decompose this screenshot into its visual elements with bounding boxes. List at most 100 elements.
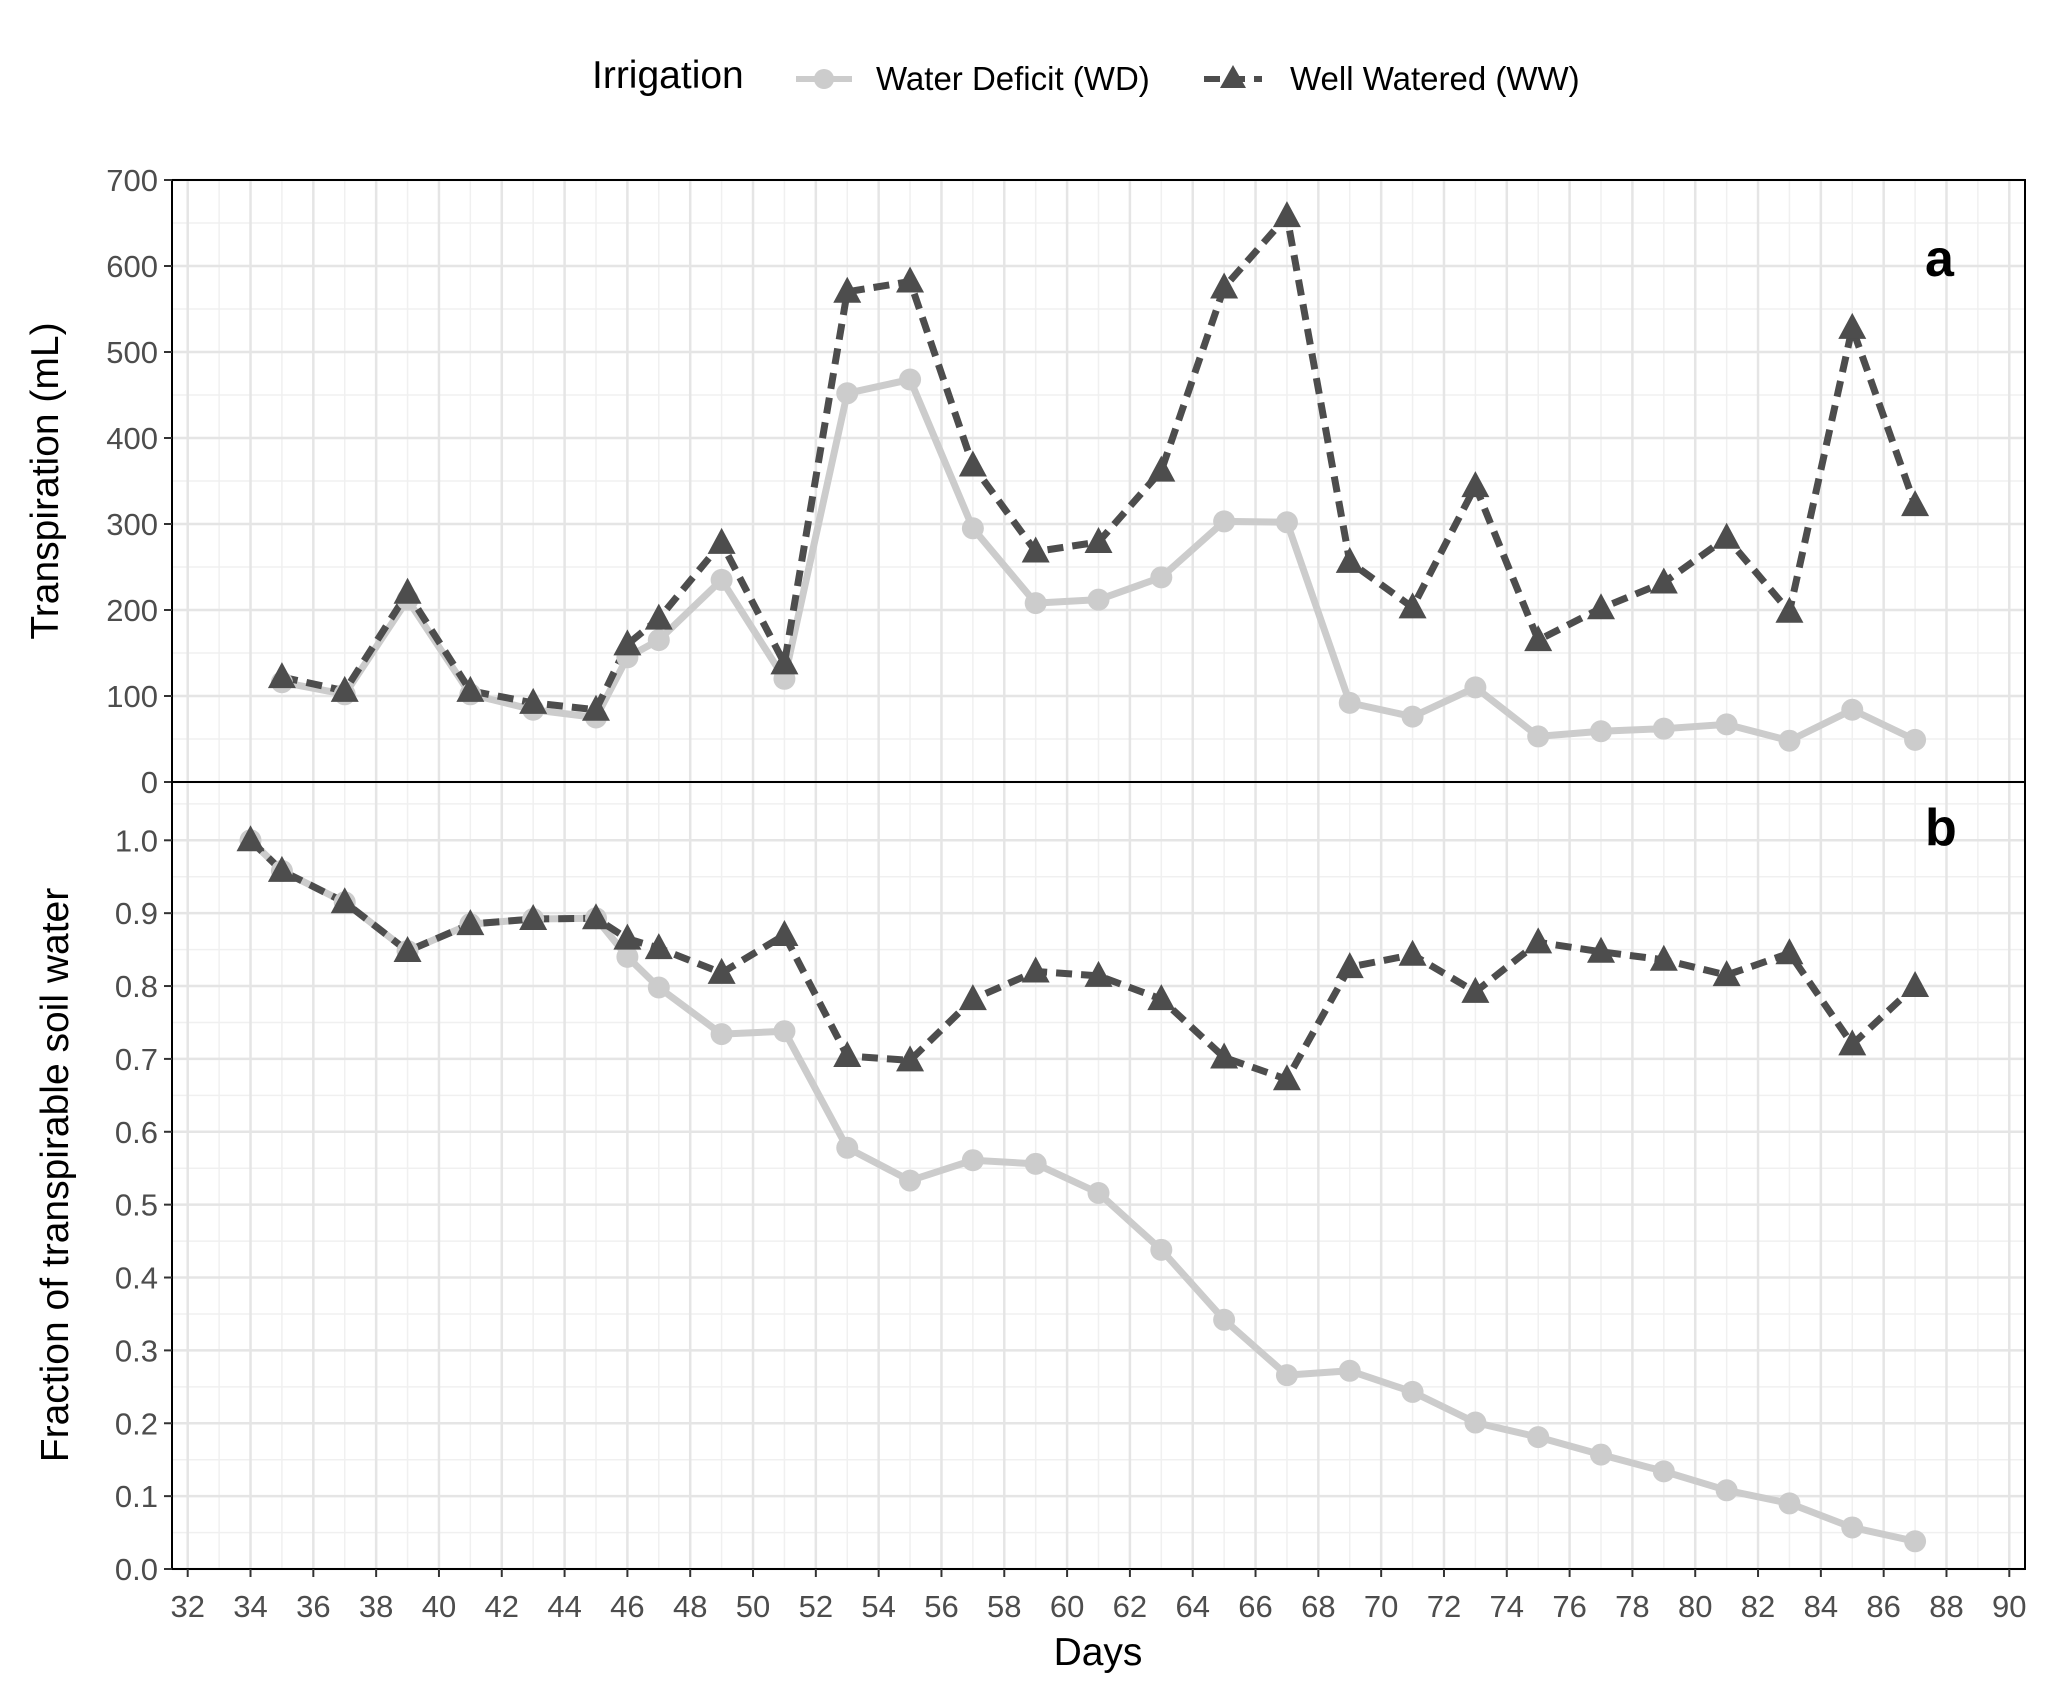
data-point-wd (1275, 1364, 1298, 1387)
x-axis-title: Days (1054, 1631, 1143, 1674)
panel-b-y-axis-ticks: 0.0 0.1 0.2 0.3 0.4 0.5 0.6 0.7 0.8 0.9 1.0 (115, 823, 172, 1587)
data-point-wd (1150, 566, 1173, 589)
data-point-ww (770, 920, 799, 947)
data-point-ww (519, 903, 548, 930)
x-tick-label: 36 (296, 1589, 330, 1624)
data-point-ww (613, 629, 642, 656)
data-point-ww (1712, 522, 1741, 549)
data-point-ww (1587, 936, 1616, 963)
data-point-ww (613, 923, 642, 950)
data-point-ww (833, 276, 862, 303)
data-point-ww (707, 527, 736, 554)
data-point-ww (1210, 272, 1239, 299)
data-point-ww (393, 577, 422, 604)
x-tick-label: 90 (1992, 1589, 2026, 1624)
x-tick-label: 78 (1615, 1589, 1649, 1624)
x-tick-label: 82 (1741, 1589, 1775, 1624)
x-tick-label: 38 (359, 1589, 393, 1624)
x-tick-label: 72 (1427, 1589, 1461, 1624)
panel-a-y-axis-ticks: 0 100 200 300 400 500 600 700 (106, 163, 172, 800)
panel-b-y-axis-title: Fraction of transpirable soil water (34, 888, 77, 1462)
data-point-ww (1712, 960, 1741, 987)
data-point-ww (644, 603, 673, 630)
data-point-ww (267, 855, 296, 882)
data-point-wd (1401, 705, 1424, 728)
legend: Irrigation Water Deficit (WD) Well Water… (592, 54, 1580, 97)
data-point-ww (1210, 1042, 1239, 1069)
x-tick-label: 42 (485, 1589, 519, 1624)
data-point-wd (1904, 728, 1927, 751)
data-point-ww (770, 648, 799, 675)
data-point-wd (1338, 691, 1361, 714)
data-point-wd (1652, 717, 1675, 740)
x-tick-label: 66 (1238, 1589, 1272, 1624)
data-point-ww (1398, 939, 1427, 966)
data-point-wd (1024, 1152, 1047, 1175)
data-point-ww (519, 687, 548, 714)
data-point-ww (456, 675, 485, 702)
data-point-ww (1335, 546, 1364, 573)
data-point-ww (1335, 952, 1364, 979)
panel-a-series (267, 201, 1930, 752)
data-point-wd (1527, 1426, 1550, 1449)
x-tick-label: 40 (422, 1589, 456, 1624)
data-point-wd (1087, 1181, 1110, 1204)
data-point-ww (958, 984, 987, 1011)
data-point-ww (330, 887, 359, 914)
data-point-wd (710, 568, 733, 591)
data-point-ww (1649, 944, 1678, 971)
x-tick-label: 64 (1175, 1589, 1209, 1624)
data-point-wd (1464, 676, 1487, 699)
data-point-ww (1838, 312, 1867, 339)
data-point-ww (267, 662, 296, 689)
x-tick-label: 84 (1804, 1589, 1838, 1624)
y-tick-label: 0.3 (115, 1333, 158, 1368)
data-point-ww (581, 694, 610, 721)
data-point-wd (1590, 1443, 1613, 1466)
data-point-ww (644, 933, 673, 960)
data-point-ww (896, 266, 925, 293)
data-point-ww (1838, 1029, 1867, 1056)
panel-a-gridlines (172, 178, 2025, 784)
legend-item-ww: Well Watered (WW) (1204, 60, 1580, 97)
data-point-wd (899, 368, 922, 391)
data-point-wd (1087, 588, 1110, 611)
legend-wd-label: Water Deficit (WD) (876, 60, 1150, 97)
data-point-ww (1524, 927, 1553, 954)
data-point-ww (1084, 960, 1113, 987)
data-point-wd (1715, 713, 1738, 736)
data-point-ww (1084, 527, 1113, 554)
data-point-ww (1901, 971, 1930, 998)
data-point-ww (1021, 956, 1050, 983)
data-point-ww (1021, 536, 1050, 563)
data-point-wd (1401, 1380, 1424, 1403)
y-tick-label: 0.7 (115, 1042, 158, 1077)
data-point-wd (1464, 1411, 1487, 1434)
y-tick-label: 700 (106, 163, 158, 198)
x-tick-label: 88 (1929, 1589, 1963, 1624)
data-point-ww (1147, 984, 1176, 1011)
panel-b-series (236, 825, 1930, 1553)
data-point-ww (958, 450, 987, 477)
x-tick-label: 68 (1301, 1589, 1335, 1624)
y-tick-label: 300 (106, 507, 158, 542)
panel-b-border (171, 781, 2026, 1570)
panel-a-y-axis-title: Transpiration (mL) (24, 322, 67, 639)
x-tick-label: 34 (233, 1589, 267, 1624)
data-point-wd (1590, 720, 1613, 743)
x-tick-label: 76 (1552, 1589, 1586, 1624)
x-tick-label: 56 (924, 1589, 958, 1624)
x-tick-label: 74 (1490, 1589, 1524, 1624)
x-tick-label: 70 (1364, 1589, 1398, 1624)
series-line-wd (248, 837, 1916, 1545)
data-point-ww (581, 903, 610, 930)
x-tick-label: 46 (610, 1589, 644, 1624)
data-point-ww (1272, 201, 1301, 228)
data-point-wd (1150, 1238, 1173, 1261)
panel-a: a 0 100 200 300 400 500 600 700 Transpiration (… (24, 163, 2026, 800)
data-point-wd (1841, 1516, 1864, 1539)
y-tick-label: 0.4 (115, 1261, 158, 1296)
y-tick-label: 0.5 (115, 1188, 158, 1223)
legend-wd-marker (814, 69, 834, 89)
